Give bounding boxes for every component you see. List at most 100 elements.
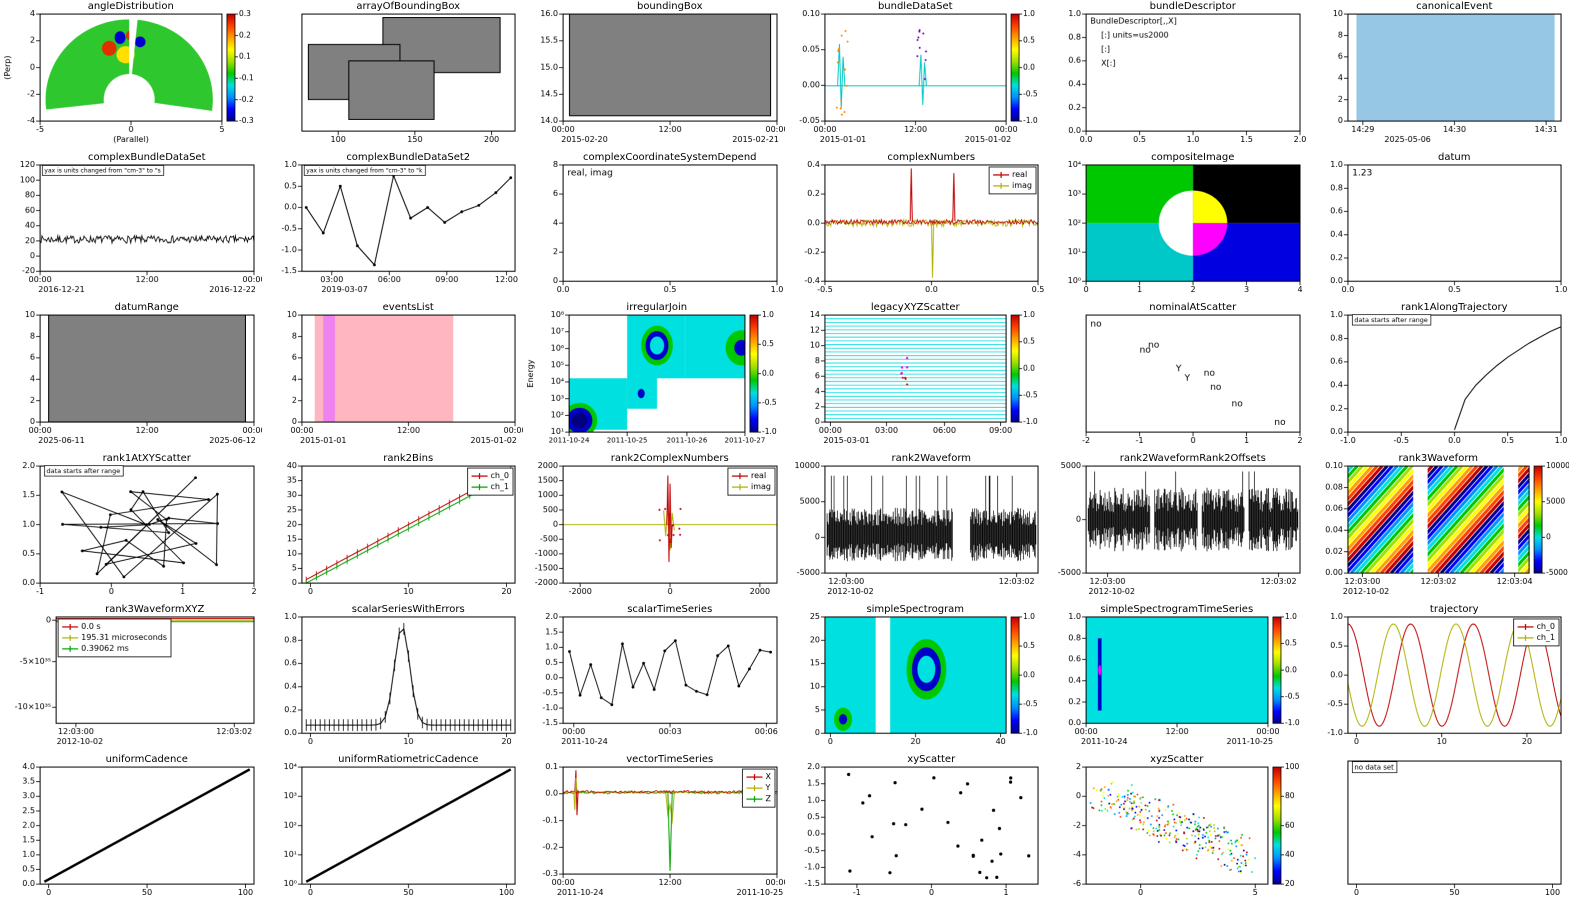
chart-canvas-legacyXYZScatter xyxy=(784,301,1046,452)
chart-cell-empty xyxy=(1307,753,1569,904)
chart-title: complexBundleDataSet2 xyxy=(346,151,471,163)
chart-cell-datum: datum xyxy=(1307,150,1569,302)
chart-title: angleDistribution xyxy=(87,1,174,12)
chart-cell-uniformRatiometricCadence: uniformRatiometricCadence xyxy=(261,753,523,904)
chart-canvas-complexCoordinateSystemDepend xyxy=(523,150,785,302)
chart-title: scalarSeriesWithErrors xyxy=(351,603,465,615)
chart-cell-scalarSeriesWithErrors: scalarSeriesWithErrors xyxy=(261,602,523,754)
chart-title: xyzScatter xyxy=(1150,754,1204,766)
chart-title: rank2Waveform xyxy=(891,453,972,464)
chart-title: rank2ComplexNumbers xyxy=(610,453,729,464)
chart-canvas-rank3WaveformXYZ xyxy=(0,602,262,754)
chart-title: rank1AlongTrajectory xyxy=(1400,302,1508,314)
chart-title: legacyXYZScatter xyxy=(870,302,960,314)
chart-canvas-uniformCadence xyxy=(0,753,262,904)
chart-title: trajectory xyxy=(1429,603,1479,615)
chart-canvas-complexBundleDataSet2 xyxy=(261,150,523,302)
chart-cell-rank3Waveform: rank3Waveform xyxy=(1307,452,1569,603)
chart-cell-rank2ComplexNumbers: rank2ComplexNumbers xyxy=(523,452,785,603)
chart-title: simpleSpectrogram xyxy=(866,603,965,615)
chart-canvas-nominalAtScatter xyxy=(1046,301,1308,452)
chart-title: eventsList xyxy=(382,302,434,314)
chart-cell-simpleSpectrogram: simpleSpectrogram xyxy=(784,602,1046,754)
chart-cell-boundingBox: boundingBox xyxy=(523,0,785,151)
chart-title: bundleDescriptor xyxy=(1149,1,1236,12)
chart-cell-rank3WaveformXYZ: rank3WaveformXYZ xyxy=(0,602,262,754)
chart-canvas-uniformRatiometricCadence xyxy=(261,753,523,904)
chart-cell-trajectory: trajectory xyxy=(1307,602,1569,754)
chart-cell-simpleSpectrogramTimeSeries: simpleSpectrogramTimeSeries xyxy=(1046,602,1308,754)
chart-title: complexBundleDataSet xyxy=(88,151,206,163)
chart-cell-eventsList: eventsList xyxy=(261,301,523,452)
chart-title: canonicalEvent xyxy=(1416,1,1493,12)
chart-cell-nominalAtScatter: nominalAtScatter xyxy=(1046,301,1308,452)
chart-title: arrayOfBoundingBox xyxy=(356,1,461,12)
chart-canvas-rank2ComplexNumbers xyxy=(523,452,785,603)
chart-cell-complexNumbers: complexNumbers xyxy=(784,150,1046,302)
chart-canvas-rank2Waveform xyxy=(784,452,1046,603)
chart-title: vectorTimeSeries xyxy=(626,754,714,766)
chart-cell-irregularJoin: irregularJoin xyxy=(523,301,785,452)
chart-cell-vectorTimeSeries: vectorTimeSeries xyxy=(523,753,785,904)
chart-cell-rank1AtXYScatter: rank1AtXYScatter xyxy=(0,452,262,603)
chart-canvas-rank1AlongTrajectory xyxy=(1307,301,1569,452)
chart-cell-complexCoordinateSystemDepend: complexCoordinateSystemDepend xyxy=(523,150,785,302)
chart-canvas-empty xyxy=(1307,753,1569,904)
chart-title: rank2WaveformRank2Offsets xyxy=(1119,453,1266,464)
chart-cell-canonicalEvent: canonicalEvent xyxy=(1307,0,1569,151)
chart-title: complexNumbers xyxy=(887,151,976,163)
chart-canvas-arrayOfBoundingBox xyxy=(261,0,523,151)
chart-title: irregularJoin xyxy=(626,302,688,314)
chart-canvas-scalarTimeSeries xyxy=(523,602,785,754)
chart-cell-angleDistribution: angleDistribution xyxy=(0,0,262,151)
chart-canvas-xyzScatter xyxy=(1046,753,1308,904)
chart-cell-datumRange: datumRange xyxy=(0,301,262,452)
chart-canvas-datumRange xyxy=(0,301,262,452)
chart-canvas-canonicalEvent xyxy=(1307,0,1569,151)
chart-title: compositeImage xyxy=(1151,151,1235,163)
chart-cell-compositeImage: compositeImage xyxy=(1046,150,1308,302)
chart-canvas-rank1AtXYScatter xyxy=(0,452,262,603)
chart-title: rank2Bins xyxy=(383,453,434,464)
chart-cell-rank1AlongTrajectory: rank1AlongTrajectory xyxy=(1307,301,1569,452)
chart-canvas-simpleSpectrogram xyxy=(784,602,1046,754)
chart-title: complexCoordinateSystemDepend xyxy=(582,151,757,163)
chart-cell-legacyXYZScatter: legacyXYZScatter xyxy=(784,301,1046,452)
chart-title: xyScatter xyxy=(907,754,956,766)
chart-cell-xyScatter: xyScatter xyxy=(784,753,1046,904)
chart-canvas-xyScatter xyxy=(784,753,1046,904)
chart-canvas-eventsList xyxy=(261,301,523,452)
chart-cell-bundleDataSet: bundleDataSet xyxy=(784,0,1046,151)
chart-canvas-boundingBox xyxy=(523,0,785,151)
chart-cell-complexBundleDataSet: complexBundleDataSet xyxy=(0,150,262,302)
chart-title: datum xyxy=(1438,151,1471,163)
chart-canvas-irregularJoin xyxy=(523,301,785,452)
chart-canvas-bundleDescriptor xyxy=(1046,0,1308,151)
chart-title: scalarTimeSeries xyxy=(627,603,713,615)
chart-cell-bundleDescriptor: bundleDescriptor xyxy=(1046,0,1308,151)
chart-cell-arrayOfBoundingBox: arrayOfBoundingBox xyxy=(261,0,523,151)
chart-title: simpleSpectrogramTimeSeries xyxy=(1100,603,1254,615)
chart-title: boundingBox xyxy=(636,1,703,12)
chart-title: uniformRatiometricCadence xyxy=(338,754,479,766)
chart-canvas-bundleDataSet xyxy=(784,0,1046,151)
chart-canvas-scalarSeriesWithErrors xyxy=(261,602,523,754)
chart-canvas-rank3Waveform xyxy=(1307,452,1569,603)
chart-canvas-rank2WaveformRank2Offsets xyxy=(1046,452,1308,603)
chart-cell-rank2Waveform: rank2Waveform xyxy=(784,452,1046,603)
chart-canvas-angleDistribution xyxy=(0,0,262,151)
chart-cell-scalarTimeSeries: scalarTimeSeries xyxy=(523,602,785,754)
chart-cell-rank2Bins: rank2Bins xyxy=(261,452,523,603)
chart-canvas-complexBundleDataSet xyxy=(0,150,262,302)
chart-cell-xyzScatter: xyzScatter xyxy=(1046,753,1308,904)
chart-cell-rank2WaveformRank2Offsets: rank2WaveformRank2Offsets xyxy=(1046,452,1308,603)
chart-canvas-simpleSpectrogramTimeSeries xyxy=(1046,602,1308,754)
chart-canvas-datum xyxy=(1307,150,1569,302)
chart-cell-uniformCadence: uniformCadence xyxy=(0,753,262,904)
chart-title: rank3WaveformXYZ xyxy=(105,603,205,615)
chart-canvas-trajectory xyxy=(1307,602,1569,754)
chart-canvas-vectorTimeSeries xyxy=(523,753,785,904)
chart-title: nominalAtScatter xyxy=(1149,302,1237,314)
chart-title: rank1AtXYScatter xyxy=(102,453,191,464)
